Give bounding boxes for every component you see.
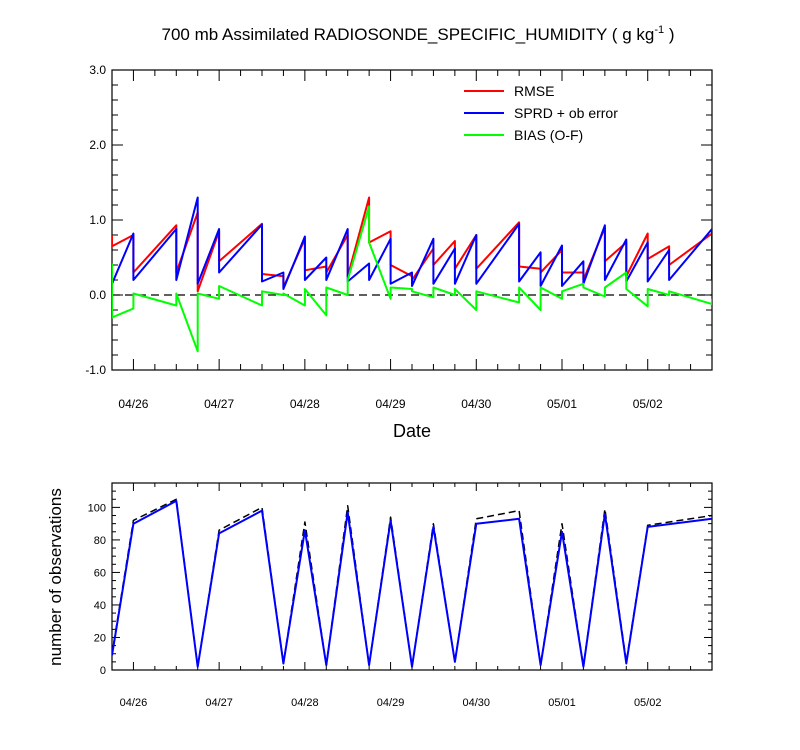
x-tick-label: 04/26: [120, 697, 148, 709]
x-tick-label: 04/28: [290, 397, 320, 411]
y-tick-label: 0: [100, 665, 106, 677]
y-axis-label-bottom: number of observations: [46, 488, 65, 666]
series-line-bottom-1: [112, 499, 712, 668]
x-tick-label: 05/02: [634, 697, 662, 709]
x-tick-label: 05/01: [548, 697, 576, 709]
x-tick-label: 05/01: [547, 397, 577, 411]
chart-title: 700 mb Assimilated RADIOSONDE_SPECIFIC_H…: [162, 24, 675, 44]
y-tick-label: 100: [88, 502, 106, 514]
x-tick-label: 04/28: [291, 697, 319, 709]
x-tick-label: 05/02: [633, 397, 663, 411]
x-tick-label: 04/26: [118, 397, 148, 411]
legend-label-bias-o-f: BIAS (O-F): [514, 127, 583, 143]
x-tick-label: 04/27: [204, 397, 234, 411]
y-tick-label: 80: [94, 535, 106, 547]
y-tick-label: 1.0: [89, 213, 106, 227]
legend-label-rmse: RMSE: [514, 83, 554, 99]
x-axis-label: Date: [393, 421, 431, 441]
y-tick-label: 2.0: [89, 138, 106, 152]
x-tick-label: 04/29: [376, 397, 406, 411]
y-tick-label: 60: [94, 567, 106, 579]
x-tick-label: 04/30: [461, 397, 491, 411]
bottom-plot: 04/26 04/27 04/28 04/29 04/30 05/01 05/02 100 80…: [88, 482, 713, 709]
x-tick-label: 04/29: [377, 697, 405, 709]
y-tick-label: -1.0: [85, 363, 106, 377]
series-line-bias-o-f: [112, 205, 712, 353]
x-tick-label: 04/27: [205, 697, 233, 709]
y-tick-label: 0.0: [89, 288, 106, 302]
series-line-sprd-ob-error: [112, 196, 712, 290]
y-tick-label: 3.0: [89, 63, 106, 77]
top-plot: 04/26 04/27 04/28 04/29 04/30 05/01 05/02 3.0 2.…: [85, 63, 713, 411]
y-tick-label: 40: [94, 600, 106, 612]
legend-label-sprd-ob-error: SPRD + ob error: [514, 105, 618, 121]
plot-frame: [111, 69, 713, 371]
x-tick-label: 04/30: [463, 697, 491, 709]
y-tick-label: 20: [94, 632, 106, 644]
